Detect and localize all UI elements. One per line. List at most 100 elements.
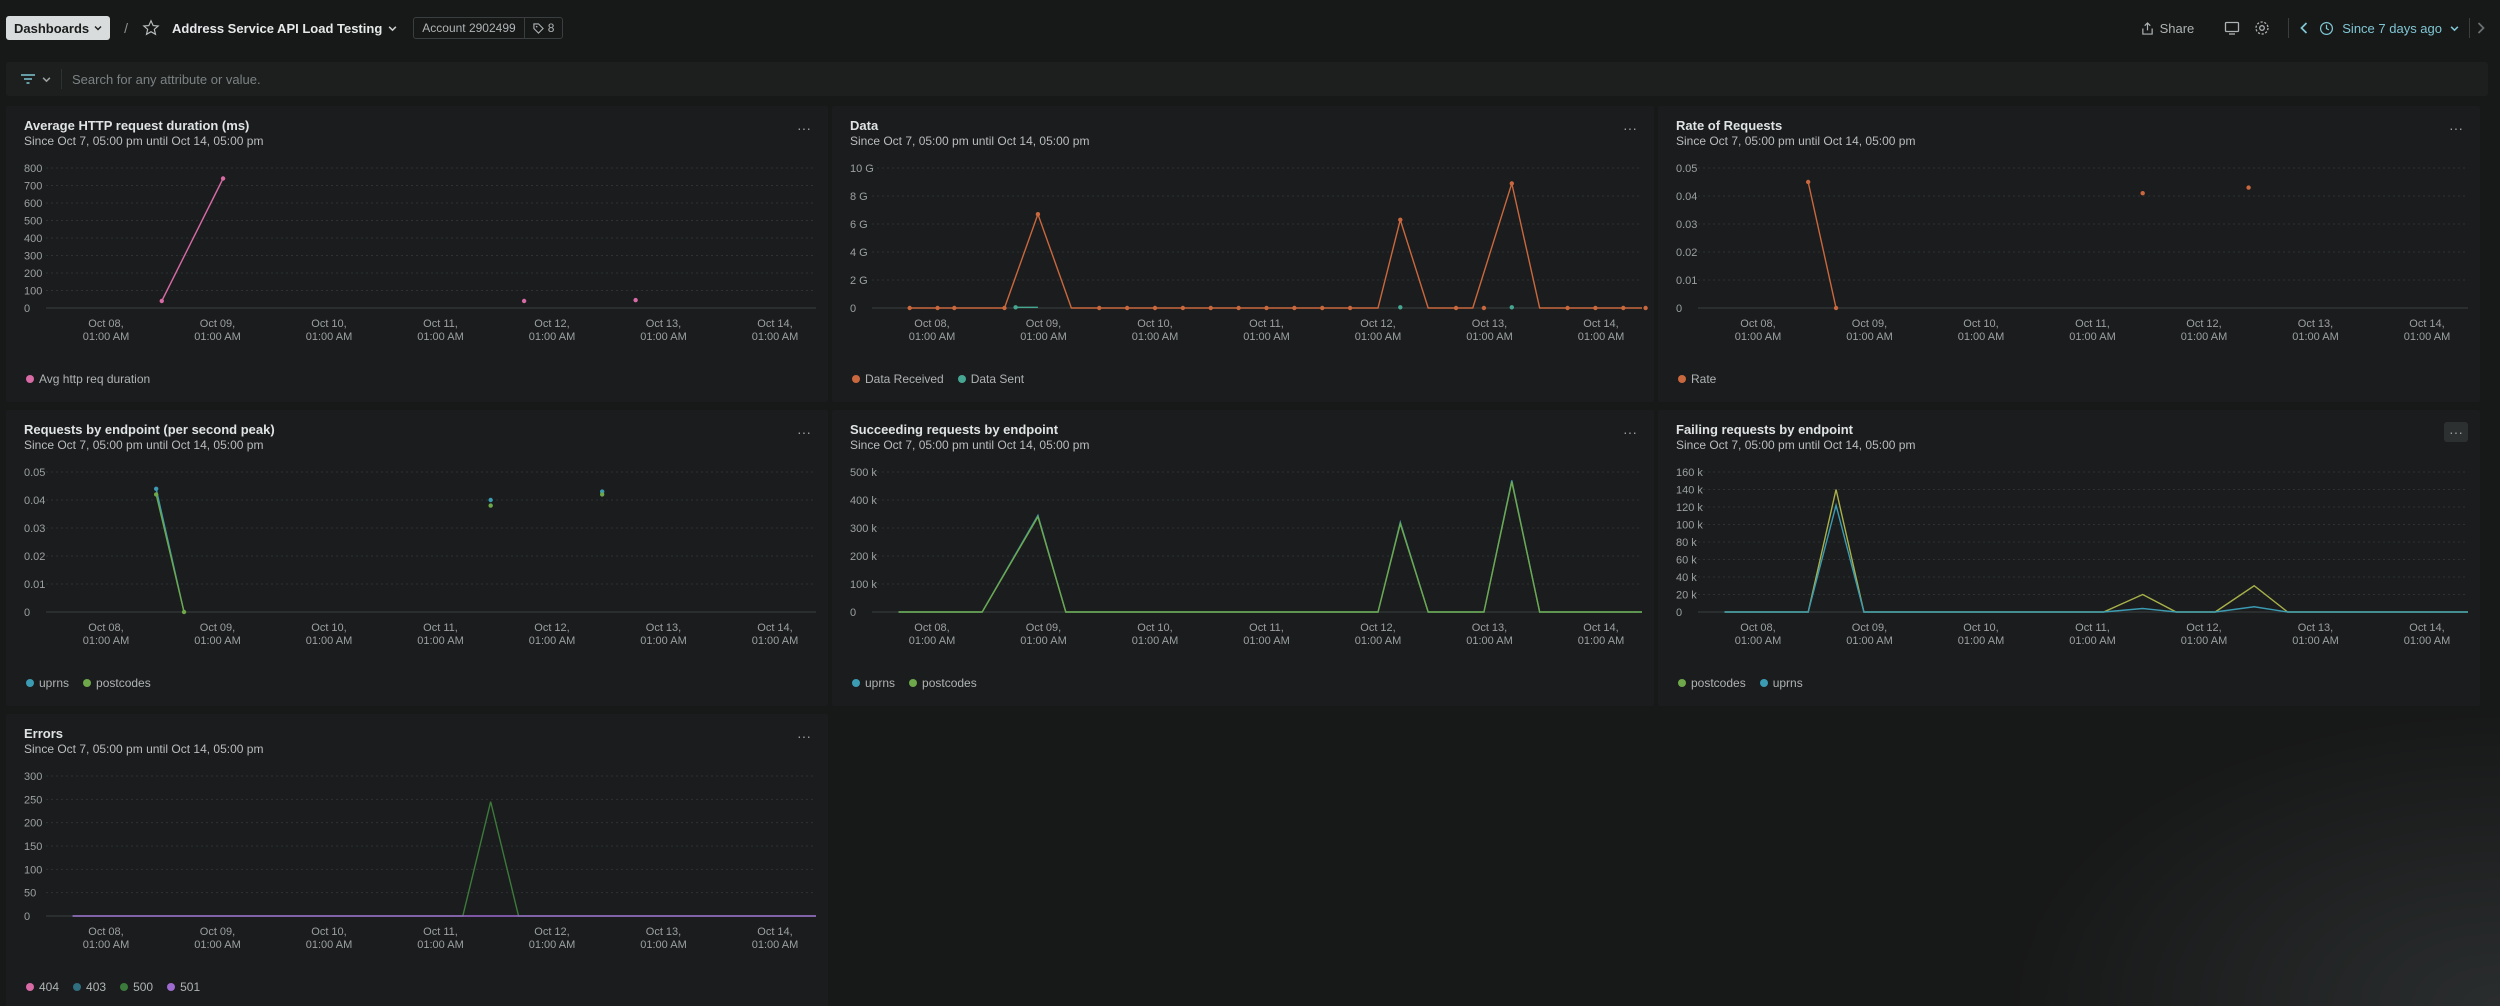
tags-chip[interactable]: 8 [523, 18, 563, 38]
legend-item[interactable]: postcodes [1678, 676, 1746, 690]
gear-icon[interactable] [2254, 20, 2270, 36]
y-tick-label: 300 k [850, 523, 877, 535]
legend-item[interactable]: uprns [852, 676, 895, 690]
x-tick-label: 01:00 AM [752, 635, 798, 647]
chart-widget: Data Since Oct 7, 05:00 pm until Oct 14, … [832, 106, 1654, 402]
time-picker-label: Since 7 days ago [2342, 20, 2442, 36]
x-tick-label: 01:00 AM [1578, 635, 1624, 647]
widget-title: Failing requests by endpoint [1676, 422, 1853, 437]
data-point [1347, 305, 1353, 311]
legend-item[interactable]: postcodes [909, 676, 977, 690]
share-button[interactable]: Share [2141, 20, 2195, 36]
widget-menu-button[interactable]: ··· [792, 726, 816, 746]
series-line [1724, 502, 2468, 613]
dashboard-title[interactable]: Address Service API Load Testing [172, 21, 397, 36]
x-tick-label: Oct 12, [534, 926, 569, 938]
data-point [1643, 305, 1648, 311]
tag-count: 8 [547, 21, 555, 35]
x-tick-label: Oct 13, [1472, 318, 1507, 330]
widget-menu-button[interactable]: ··· [2444, 118, 2468, 138]
y-tick-label: 200 [24, 268, 42, 280]
x-tick-label: 01:00 AM [2181, 331, 2227, 343]
chevron-right-icon[interactable] [2476, 20, 2486, 36]
x-tick-label: Oct 11, [423, 926, 458, 938]
x-tick-label: Oct 14, [1583, 318, 1618, 330]
y-tick-label: 0 [24, 911, 30, 923]
data-point [153, 486, 159, 491]
x-tick-label: 01:00 AM [909, 331, 955, 343]
legend-item[interactable]: uprns [26, 676, 69, 690]
x-tick-label: Oct 08, [914, 622, 949, 634]
x-tick-label: 01:00 AM [417, 635, 463, 647]
chevron-left-icon[interactable] [2299, 20, 2309, 36]
x-tick-label: 01:00 AM [2181, 635, 2227, 647]
x-tick-label: 01:00 AM [529, 939, 575, 951]
legend-dot [909, 679, 918, 687]
x-tick-label: 01:00 AM [306, 635, 352, 647]
search-input[interactable] [62, 71, 2488, 87]
chart-legend: Rate [1678, 372, 1716, 386]
widget-menu-button[interactable]: ··· [1618, 422, 1642, 442]
data-point [181, 609, 187, 615]
share-label: Share [2159, 20, 2195, 36]
chart-widget: Requests by endpoint (per second peak) Si… [6, 410, 828, 706]
chevron-down-icon [2450, 25, 2459, 31]
y-tick-label: 160 k [1676, 467, 1703, 479]
data-point [1208, 305, 1213, 311]
more-icon: ··· [797, 424, 811, 440]
x-tick-label: Oct 14, [757, 926, 792, 938]
data-point [1013, 305, 1018, 310]
data-point [1124, 305, 1130, 311]
widget-title: Succeeding requests by endpoint [850, 422, 1059, 437]
legend-item[interactable]: 404 [26, 980, 59, 994]
data-point [1292, 305, 1297, 311]
legend-item[interactable]: postcodes [83, 676, 151, 690]
x-tick-label: Oct 10, [311, 622, 346, 634]
legend-label: Avg http req duration [39, 372, 151, 386]
data-point [153, 492, 159, 497]
x-tick-label: 01:00 AM [529, 331, 575, 343]
widget-menu-button[interactable]: ··· [792, 422, 816, 442]
y-tick-label: 300 [24, 771, 42, 783]
x-tick-label: 01:00 AM [2292, 331, 2338, 343]
legend-item[interactable]: 500 [120, 980, 153, 994]
legend-item[interactable]: uprns [1759, 676, 1803, 690]
chart-legend: postcodes uprns [1678, 676, 1803, 690]
data-point [599, 492, 605, 497]
legend-label: postcodes [96, 676, 151, 690]
x-tick-label: Oct 13, [2298, 622, 2333, 634]
x-tick-label: 01:00 AM [909, 635, 955, 647]
legend-item[interactable]: 501 [167, 980, 200, 994]
tv-mode-icon[interactable] [2224, 20, 2240, 36]
legend-item[interactable]: Rate [1678, 372, 1716, 386]
more-icon: ··· [2449, 120, 2463, 136]
legend-item[interactable]: 403 [73, 980, 106, 994]
legend-dot [852, 679, 860, 687]
data-point [1097, 305, 1102, 311]
widget-menu-button[interactable]: ··· [2444, 422, 2468, 442]
x-tick-label: 01:00 AM [2292, 635, 2338, 647]
clock-icon [2320, 21, 2334, 35]
x-tick-label: 01:00 AM [2069, 635, 2115, 647]
legend-item[interactable]: Data Sent [957, 372, 1024, 386]
legend-label: postcodes [922, 676, 977, 690]
x-tick-label: Oct 08, [1740, 622, 1775, 634]
account-chip[interactable]: Account 2902499 8 [413, 17, 564, 39]
y-tick-label: 150 [24, 841, 42, 853]
widget-menu-button[interactable]: ··· [1618, 118, 1642, 138]
filter-menu-button[interactable] [6, 69, 62, 89]
x-tick-label: Oct 08, [88, 318, 123, 330]
star-icon[interactable] [142, 19, 160, 37]
widget-menu-button[interactable]: ··· [792, 118, 816, 138]
dashboard-title-text: Address Service API Load Testing [172, 20, 383, 36]
legend-item[interactable]: Data Received [852, 372, 944, 386]
dashboards-button[interactable]: Dashboards [6, 16, 111, 40]
chart-widget: Rate of Requests Since Oct 7, 05:00 pm un… [1658, 106, 2480, 402]
time-picker[interactable]: Since 7 days ago [2319, 21, 2459, 36]
series-line [161, 178, 224, 302]
legend-item[interactable]: Avg http req duration [26, 372, 150, 386]
x-tick-label: 01:00 AM [194, 939, 240, 951]
y-tick-label: 0 [850, 303, 856, 315]
x-tick-label: 01:00 AM [1243, 635, 1289, 647]
data-point [159, 298, 164, 304]
